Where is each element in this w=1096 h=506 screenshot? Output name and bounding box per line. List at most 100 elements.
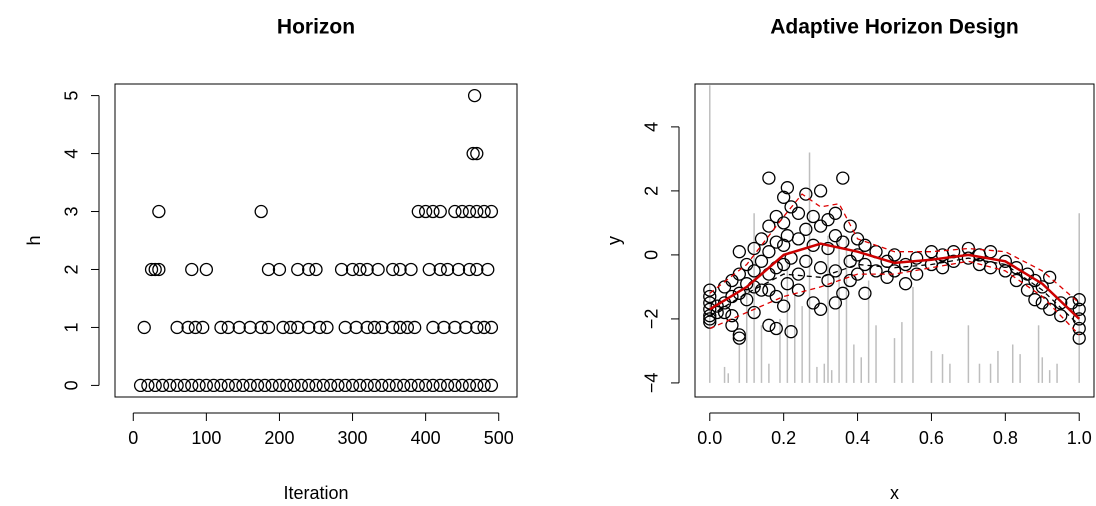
- point: [850, 248, 865, 262]
- point: [291, 320, 305, 335]
- point: [302, 262, 316, 277]
- point: [411, 204, 425, 219]
- point: [261, 262, 276, 277]
- point: [887, 264, 902, 278]
- point: [467, 88, 482, 103]
- point: [188, 320, 203, 335]
- point: [983, 245, 998, 259]
- point: [353, 378, 367, 393]
- point: [747, 264, 761, 278]
- point: [265, 378, 279, 393]
- point: [703, 289, 717, 304]
- point: [470, 262, 484, 277]
- point: [199, 378, 214, 393]
- point: [799, 222, 813, 236]
- point: [799, 187, 813, 201]
- point: [806, 209, 820, 224]
- point: [484, 378, 499, 393]
- point: [462, 378, 477, 393]
- point: [740, 277, 754, 291]
- point: [232, 320, 246, 335]
- point: [1072, 302, 1086, 316]
- point: [777, 216, 791, 230]
- point: [747, 305, 761, 320]
- x-axis-label: Iteration: [283, 483, 348, 503]
- point: [367, 378, 382, 393]
- curve: [709, 260, 1080, 336]
- point: [983, 261, 998, 275]
- point: [360, 320, 374, 335]
- point: [784, 325, 798, 339]
- y-axis-label: y: [604, 236, 624, 245]
- point: [828, 229, 843, 243]
- point: [360, 262, 374, 277]
- point: [418, 204, 433, 219]
- point: [170, 320, 184, 335]
- point: [813, 261, 828, 275]
- point: [196, 320, 210, 335]
- point: [287, 378, 301, 393]
- point: [769, 321, 783, 336]
- point: [236, 378, 250, 393]
- point: [459, 320, 473, 335]
- point: [762, 219, 776, 233]
- x-tick-label: 0.6: [919, 428, 944, 448]
- point: [440, 378, 455, 393]
- point: [280, 378, 294, 393]
- point: [777, 190, 791, 204]
- plot-box: [694, 83, 1095, 398]
- point: [898, 257, 913, 272]
- curve: [709, 242, 1081, 320]
- point: [214, 378, 228, 393]
- point: [732, 328, 746, 342]
- point: [799, 254, 813, 268]
- point: [484, 204, 499, 219]
- point: [769, 289, 783, 304]
- point: [418, 378, 433, 393]
- x-tick-label: 0.8: [993, 428, 1018, 448]
- point: [437, 320, 451, 335]
- point: [433, 204, 447, 219]
- point: [754, 232, 769, 246]
- point: [821, 241, 835, 256]
- point: [828, 206, 843, 220]
- point: [732, 267, 746, 281]
- point: [338, 378, 352, 393]
- point: [261, 320, 276, 335]
- plot-area: [133, 88, 499, 393]
- x-tick-label: 0.4: [845, 428, 870, 448]
- point: [828, 296, 843, 310]
- point: [703, 309, 717, 323]
- point: [813, 219, 828, 233]
- point: [163, 378, 177, 393]
- point: [477, 204, 491, 219]
- point: [152, 204, 166, 219]
- point: [272, 262, 287, 277]
- point: [408, 320, 422, 335]
- point: [440, 262, 455, 277]
- point: [762, 283, 776, 297]
- point: [313, 320, 327, 335]
- point: [411, 378, 425, 393]
- point: [254, 204, 268, 219]
- point: [433, 378, 447, 393]
- chart-title: Horizon: [277, 16, 355, 39]
- y-tick-label: 3: [62, 207, 82, 217]
- point: [821, 213, 835, 227]
- point: [331, 378, 345, 393]
- point: [791, 206, 806, 220]
- point: [320, 320, 334, 335]
- point: [185, 378, 199, 393]
- point: [221, 378, 235, 393]
- point: [732, 245, 746, 259]
- point: [221, 320, 235, 335]
- point: [404, 378, 418, 393]
- point: [777, 299, 791, 313]
- point: [791, 232, 806, 246]
- point: [740, 293, 754, 307]
- point: [302, 320, 316, 335]
- point: [762, 171, 776, 185]
- point: [828, 264, 843, 278]
- point: [470, 378, 484, 393]
